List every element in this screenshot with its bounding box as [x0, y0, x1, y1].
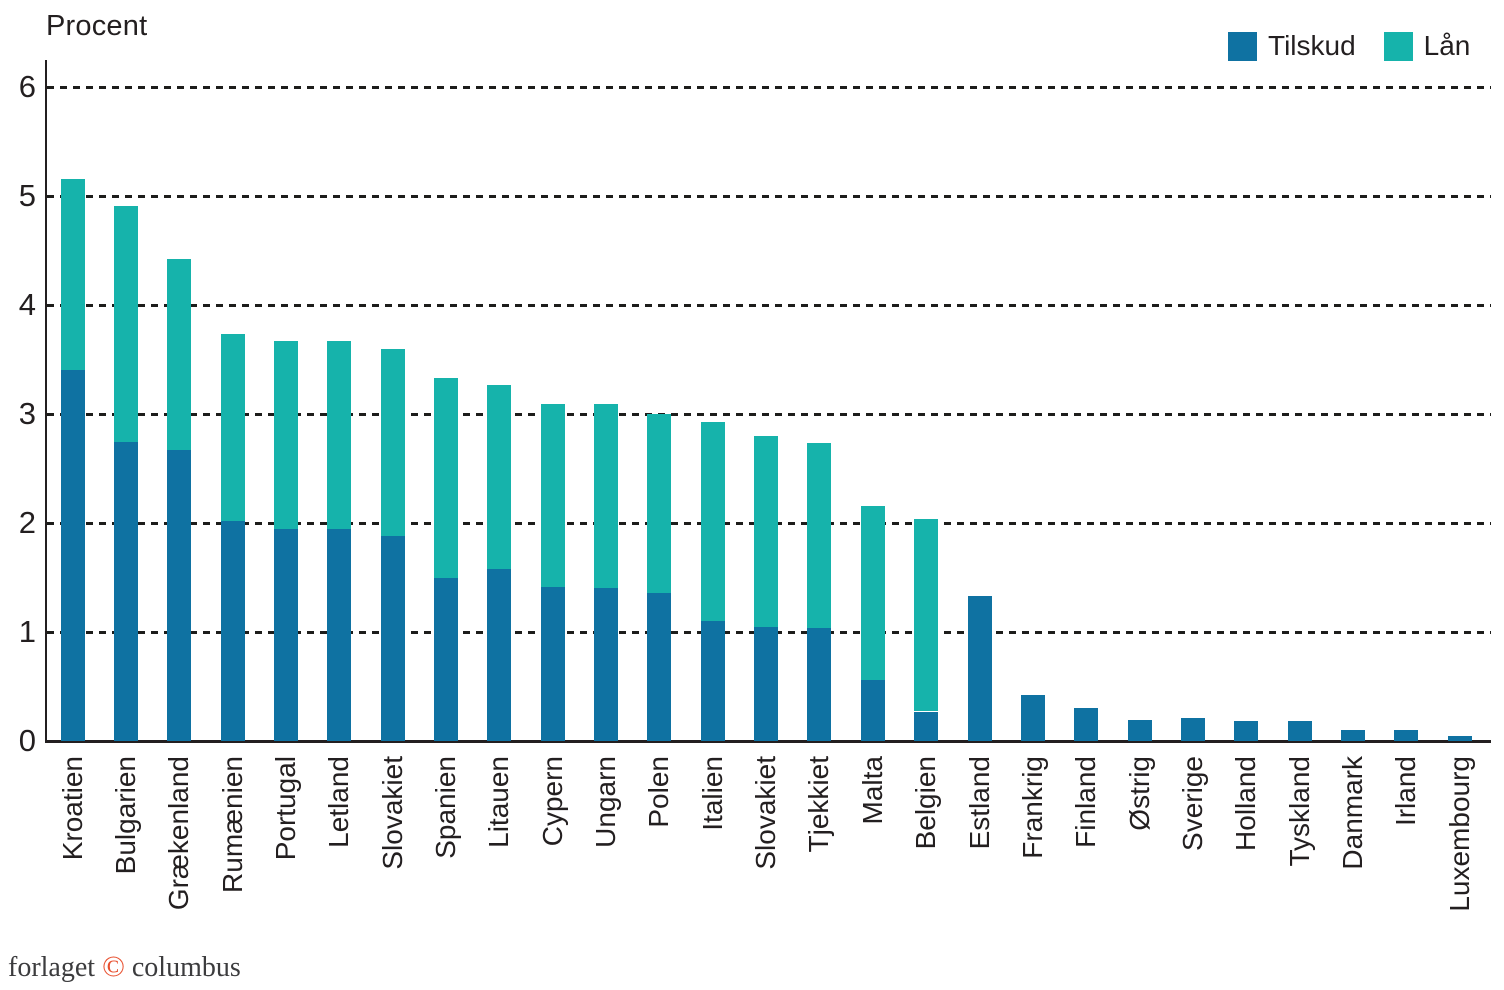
bar-tilskud-rumænien	[220, 520, 245, 741]
bar-tilskud-portugal	[273, 528, 298, 741]
bar-laan-letland	[327, 341, 352, 529]
x-tick-label-tjekkiet: Tjekkiet	[803, 756, 835, 853]
x-tick-label-ungarn: Ungarn	[590, 756, 621, 848]
bar-laan-kroatien	[60, 178, 85, 371]
x-tick-label-tyskland: Tyskland	[1283, 756, 1315, 867]
bar-tilskud-italien	[700, 621, 725, 741]
bar-tilskud-slovakiet	[754, 626, 779, 741]
bar-tilskud-luxembourg	[1447, 735, 1472, 741]
x-tick-label-danmark: Danmark	[1336, 756, 1368, 870]
copyright-icon: ©	[102, 950, 125, 983]
bar-laan-cypern	[540, 404, 565, 588]
publisher-credit: forlaget © columbus	[8, 950, 241, 984]
x-tick-label-holland: Holland	[1230, 756, 1262, 851]
x-tick-label-estland: Estland	[963, 756, 995, 850]
bar-tilskud-slovakiet	[380, 536, 405, 741]
bar-tilskud-finland	[1074, 708, 1099, 741]
bar-tilskud-cypern	[540, 587, 565, 741]
bar-laan-italien	[700, 421, 725, 622]
legend-item-tilskud: Tilskud	[1228, 31, 1356, 61]
bar-tilskud-tyskland	[1287, 721, 1312, 741]
bar-tilskud-bulgarien	[113, 442, 138, 741]
bar-laan-spanien	[433, 378, 458, 578]
y-tick-label-0: 0	[18, 723, 36, 758]
x-tick-label-finland: Finland	[1070, 756, 1102, 848]
x-tick-label-malta: Malta	[856, 756, 888, 825]
bar-laan-grækenland	[167, 259, 192, 450]
legend: Tilskud Lån	[1228, 31, 1470, 61]
x-tick-label-østrig: Østrig	[1123, 756, 1155, 831]
gridline-4	[47, 304, 1491, 307]
x-tick-label-kroatien: Kroatien	[56, 756, 88, 861]
x-tick-label-irland: Irland	[1390, 756, 1422, 827]
bar-tilskud-polen	[647, 592, 672, 741]
bar-tilskud-litauen	[487, 568, 512, 741]
x-tick-label-spanien: Spanien	[429, 756, 461, 859]
x-tick-label-litauen: Litauen	[483, 756, 515, 848]
x-tick-label-rumænien: Rumænien	[216, 756, 248, 893]
legend-label-laan: Lån	[1423, 30, 1471, 61]
x-tick-label-italien: Italien	[696, 756, 728, 831]
bar-laan-slovakiet	[754, 435, 779, 627]
bar-tilskud-holland	[1234, 721, 1259, 741]
x-axis-line	[45, 740, 1491, 743]
y-tick-label-6: 6	[18, 69, 36, 104]
bar-laan-malta	[860, 505, 885, 680]
x-tick-label-slovakiet: Slovakiet	[750, 756, 782, 870]
y-tick-label-2: 2	[18, 505, 36, 540]
legend-label-tilskud: Tilskud	[1268, 30, 1356, 61]
x-tick-label-cypern: Cypern	[536, 756, 568, 847]
bar-laan-litauen	[487, 384, 512, 569]
x-tick-label-belgien: Belgien	[910, 756, 942, 850]
bar-laan-bulgarien	[113, 205, 138, 443]
bar-tilskud-malta	[860, 680, 885, 741]
y-tick-label-1: 1	[18, 614, 36, 649]
x-tick-label-polen: Polen	[643, 756, 675, 828]
bar-tilskud-estland	[967, 596, 992, 741]
bar-tilskud-spanien	[433, 577, 458, 741]
bar-laan-polen	[647, 414, 672, 593]
bar-tilskud-letland	[327, 528, 352, 741]
bar-tilskud-danmark	[1340, 730, 1365, 741]
x-tick-label-slovakiet: Slovakiet	[376, 756, 408, 870]
x-tick-label-sverige: Sverige	[1176, 756, 1208, 851]
bar-laan-tjekkiet	[807, 443, 832, 628]
gridline-3	[47, 413, 1491, 416]
gridline-5	[47, 195, 1491, 198]
x-tick-label-frankrig: Frankrig	[1016, 756, 1048, 859]
publisher-prefix: forlaget	[8, 952, 96, 983]
bar-tilskud-tjekkiet	[807, 627, 832, 741]
x-tick-label-luxembourg: Luxembourg	[1443, 756, 1475, 912]
legend-item-laan: Lån	[1383, 30, 1471, 61]
bar-laan-ungarn	[594, 404, 618, 589]
y-tick-label-3: 3	[18, 396, 36, 431]
y-axis-line	[45, 60, 47, 743]
bar-laan-rumænien	[220, 334, 245, 521]
bar-laan-slovakiet	[380, 348, 405, 537]
bar-tilskud-sverige	[1180, 718, 1205, 741]
x-tick-label-grækenland: Grækenland	[163, 756, 195, 911]
y-tick-label-5: 5	[18, 178, 36, 213]
publisher-suffix: columbus	[131, 952, 241, 983]
gridline-6	[47, 86, 1491, 89]
bar-tilskud-irland	[1394, 730, 1419, 741]
x-tick-label-portugal: Portugal	[269, 756, 301, 861]
bar-tilskud-østrig	[1127, 720, 1152, 741]
y-tick-label-4: 4	[18, 287, 36, 322]
x-tick-label-letland: Letland	[323, 756, 355, 848]
bar-laan-portugal	[273, 341, 298, 529]
bar-tilskud-kroatien	[60, 370, 85, 741]
x-tick-label-bulgarien: Bulgarien	[109, 756, 141, 875]
bar-tilskud-frankrig	[1020, 695, 1045, 741]
bar-tilskud-grækenland	[167, 450, 192, 741]
bar-laan-belgien	[914, 518, 939, 712]
laan-swatch-icon	[1383, 31, 1413, 61]
bar-tilskud-ungarn	[594, 588, 618, 741]
y-axis-title: Procent	[46, 10, 148, 42]
bar-tilskud-belgien	[914, 711, 939, 741]
tilskud-swatch-icon	[1228, 31, 1257, 61]
